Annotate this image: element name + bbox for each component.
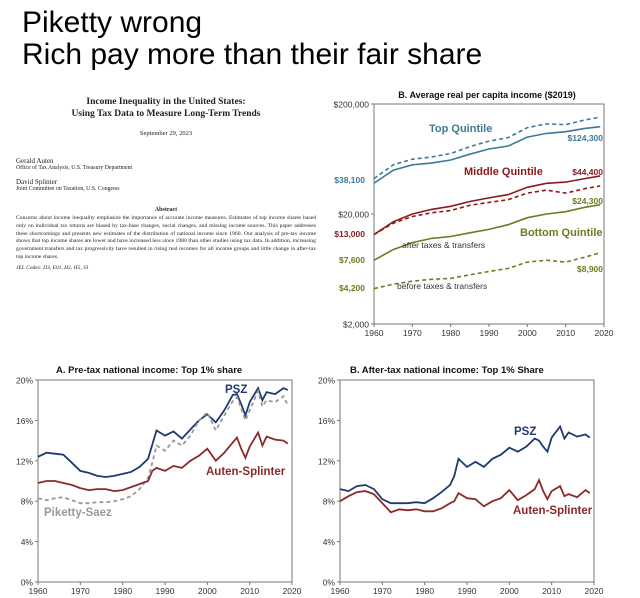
start-value-label: $13,000 [334,229,365,239]
y-tick-label: $20,000 [338,210,369,220]
series-3-line [373,185,601,236]
x-tick-label: 1990 [480,328,499,338]
paper-excerpt: Income Inequality in the United States: … [16,92,316,352]
y-tick-label: 16% [318,416,335,426]
y-tick-label: 12% [318,456,335,466]
headline-line-1: Piketty wrong [22,6,203,39]
y-tick-label: 8% [323,497,336,507]
start-value-label: $4,200 [339,283,365,293]
x-tick-label: 2010 [542,586,561,596]
paper-affiliation-1: Office of Tax Analysis, U.S. Treasury De… [16,165,133,171]
x-tick-label: 1990 [458,586,477,596]
y-tick-label: $200,000 [334,100,370,110]
middle-quintile-label: Middle Quintile [464,166,543,178]
pretax-top1-share-chart: A. Pre-tax national income: Top 1% share… [16,365,302,596]
auten-splinter-label: Auten-Splinter [206,466,286,478]
y-tick-label: 0% [21,578,34,588]
psz-line [339,424,591,505]
paper-date: September 29, 2023 [139,130,193,137]
y-tick-label: 16% [16,416,33,426]
top-quintile-line [373,125,601,184]
paper-author-2: David Splinter [16,178,58,186]
psz-label: PSZ [225,384,247,396]
x-tick-label: 2020 [585,586,604,596]
middle-quintile-line [373,175,601,236]
y-tick-label: 4% [323,537,336,547]
x-tick-label: 2010 [556,328,575,338]
start-value-label: $7,600 [339,255,365,265]
x-tick-label: 1960 [331,586,350,596]
piketty-saez-line [37,388,289,505]
plot-frame [339,379,595,583]
x-tick-label: 1980 [441,328,460,338]
chart-title: B. After-tax national income: Top 1% Sha… [350,365,544,376]
before-taxes-label: before taxes & transfers [397,281,487,291]
top-quintile-label: Top Quintile [429,123,492,135]
paper-abstract-heading: Abstract [154,207,178,213]
x-tick-label: 1960 [365,328,384,338]
x-tick-label: 2000 [500,586,519,596]
y-tick-label: 20% [318,376,335,386]
bottom-quintile-label: Bottom Quintile [520,227,603,239]
aftertax-top1-share-chart: B. After-tax national income: Top 1% Sha… [318,365,604,596]
end-value-label: $44,400 [572,167,603,177]
chart-title: B. Average real per capita income ($2019… [398,90,575,100]
end-value-label: $24,300 [572,196,603,206]
y-tick-label: 8% [21,497,34,507]
y-tick-label: $2,000 [343,320,369,330]
chart-title: A. Pre-tax national income: Top 1% share [56,365,242,376]
start-value-label: $38,100 [334,175,365,185]
x-tick-label: 1980 [415,586,434,596]
auten-splinter-line [339,477,591,514]
x-tick-label: 2010 [240,586,259,596]
x-tick-label: 1990 [156,586,175,596]
y-tick-label: 12% [16,456,33,466]
end-value-label: $124,300 [568,133,604,143]
plot-frame [37,379,293,583]
x-tick-label: 1980 [113,586,132,596]
x-tick-label: 2000 [518,328,537,338]
x-tick-label: 1970 [373,586,392,596]
paper-title-line-1: Income Inequality in the United States: [86,97,246,107]
paper-affiliation-2: Joint Committee on Taxation, U.S. Congre… [16,186,120,192]
after-taxes-label: after taxes & transfers [402,240,485,250]
end-value-label: $8,900 [577,264,603,274]
psz-label: PSZ [514,426,536,438]
x-tick-label: 2020 [283,586,302,596]
x-tick-label: 1970 [403,328,422,338]
y-tick-label: 0% [323,578,336,588]
auten-splinter-label: Auten-Splinter [513,505,593,517]
paper-title-line-2: Using Tax Data to Measure Long-Term Tren… [71,109,261,119]
quintile-income-chart: B. Average real per capita income ($2019… [334,90,614,338]
piketty-saez-label: Piketty-Saez [44,507,112,519]
series-1-line [373,116,601,180]
x-tick-label: 1970 [71,586,90,596]
x-tick-label: 2000 [198,586,217,596]
y-tick-label: 4% [21,537,34,547]
psz-line [37,385,289,478]
paper-author-1: Gerald Auten [16,157,54,165]
headline-line-2: Rich pay more than their fair share [22,38,483,71]
paper-jel-codes: JEL Codes: D3, E01, H2, H5, J3 [16,264,89,271]
paper-abstract: Concerns about income inequality emphasi… [16,215,316,260]
y-tick-label: 20% [16,376,33,386]
x-tick-label: 2020 [595,328,614,338]
bottom-quintile-line [373,203,601,261]
x-tick-label: 1960 [29,586,48,596]
auten-splinter-line [37,430,289,493]
